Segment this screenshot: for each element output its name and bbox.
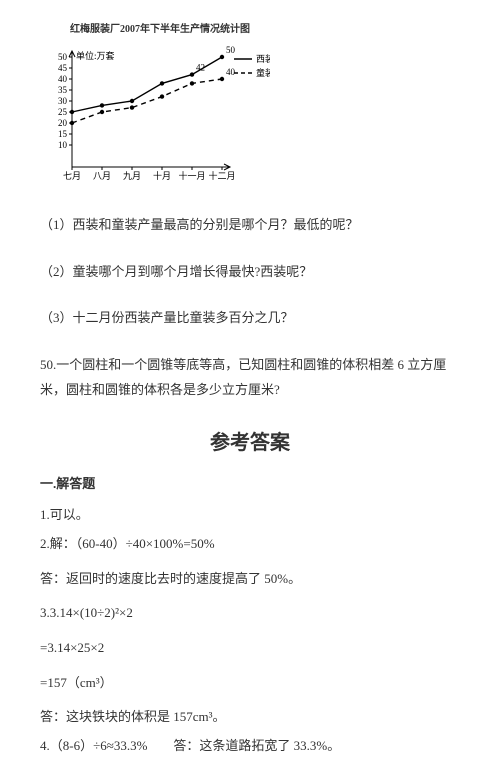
answer-3-step3: =157（cm³） <box>40 671 460 696</box>
answer-3-step1: 3.3.14×(10÷2)²×2 <box>40 601 460 626</box>
answer-3-text: 答：这块铁块的体积是 157cm³。 <box>40 705 460 730</box>
svg-text:十一月: 十一月 <box>178 170 205 181</box>
answers-heading: 参考答案 <box>40 424 460 462</box>
svg-text:七月: 七月 <box>63 171 81 181</box>
answer-3-step2: =3.14×25×2 <box>40 636 460 661</box>
chart-container: 101520253035404550七月八月九月十月十一月十二月单位:万套425… <box>40 41 270 191</box>
svg-text:45: 45 <box>58 63 68 73</box>
svg-text:十二月: 十二月 <box>208 170 235 181</box>
svg-text:单位:万套: 单位:万套 <box>76 50 115 61</box>
question-50: 50.一个圆柱和一个圆锥等底等高，已知圆柱和圆锥的体积相差 6 立方厘米，圆柱和… <box>40 353 460 402</box>
svg-text:八月: 八月 <box>93 171 111 181</box>
question-3: （3）十二月份西装产量比童装多百分之几？ <box>40 306 460 331</box>
answer-1: 1.可以。 <box>40 503 460 528</box>
svg-text:童装: 童装 <box>256 67 270 78</box>
answer-2-calc: 2.解：（60-40）÷40×100%=50% <box>40 532 460 557</box>
svg-text:10: 10 <box>58 140 68 150</box>
question-1: （1）西装和童装产量最高的分别是哪个月？最低的呢？ <box>40 213 460 238</box>
svg-text:40: 40 <box>226 67 236 77</box>
question-2: （2）童装哪个月到哪个月增长得最快?西装呢？ <box>40 260 460 285</box>
line-chart: 101520253035404550七月八月九月十月十一月十二月单位:万套425… <box>40 41 270 191</box>
svg-text:50: 50 <box>58 52 68 62</box>
answer-2-text: 答：返回时的速度比去时的速度提高了 50%。 <box>40 567 460 592</box>
svg-text:九月: 九月 <box>123 171 141 181</box>
svg-text:40: 40 <box>58 74 68 84</box>
svg-text:50: 50 <box>226 45 236 55</box>
section-1-title: 一.解答题 <box>40 472 460 497</box>
svg-text:42: 42 <box>196 63 205 73</box>
svg-text:15: 15 <box>58 129 68 139</box>
chart-title: 红梅服装厂2007年下半年生产情况统计图 <box>70 20 460 39</box>
svg-text:25: 25 <box>58 107 68 117</box>
answer-4: 4.（8-6）÷6≈33.3% 答：这条道路拓宽了 33.3%。 <box>40 734 460 759</box>
svg-text:35: 35 <box>58 85 68 95</box>
svg-text:20: 20 <box>58 118 68 128</box>
svg-text:十月: 十月 <box>153 170 171 181</box>
svg-text:30: 30 <box>58 96 68 106</box>
svg-text:西装: 西装 <box>256 53 270 64</box>
